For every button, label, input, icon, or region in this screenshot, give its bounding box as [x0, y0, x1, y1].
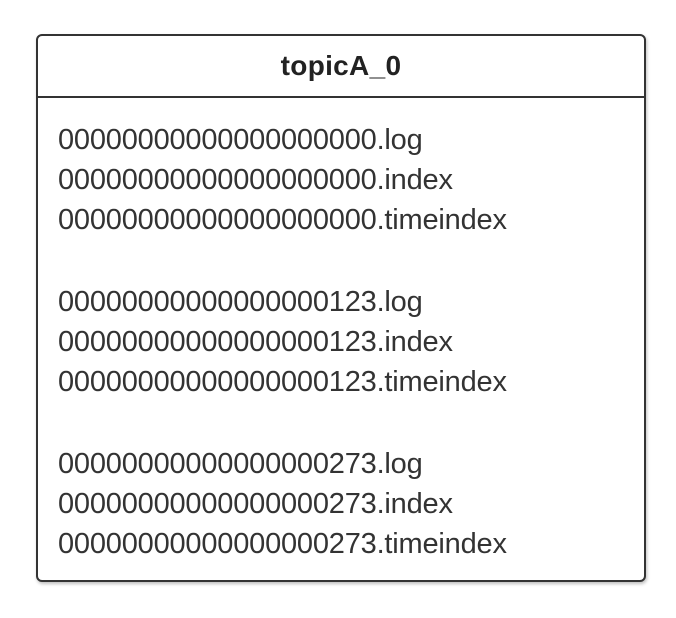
index-file: 00000000000000000000.index [58, 164, 453, 196]
segment-group: 00000000000000000273.log 000000000000000… [58, 444, 644, 564]
log-file: 00000000000000000123.log [58, 286, 423, 318]
log-file: 00000000000000000273.log [58, 448, 423, 480]
topic-partition-box: topicA_0 00000000000000000000.log 000000… [36, 34, 646, 582]
partition-title: topicA_0 [38, 36, 644, 98]
segment-file-list: 00000000000000000000.log 000000000000000… [38, 98, 644, 564]
segment-group: 00000000000000000123.log 000000000000000… [58, 282, 644, 402]
index-file: 00000000000000000273.index [58, 488, 453, 520]
index-file: 00000000000000000123.index [58, 326, 453, 358]
timeindex-file: 00000000000000000123.timeindex [58, 366, 507, 398]
timeindex-file: 00000000000000000273.timeindex [58, 528, 507, 560]
log-file: 00000000000000000000.log [58, 124, 423, 156]
segment-group: 00000000000000000000.log 000000000000000… [58, 120, 644, 240]
timeindex-file: 00000000000000000000.timeindex [58, 204, 507, 236]
